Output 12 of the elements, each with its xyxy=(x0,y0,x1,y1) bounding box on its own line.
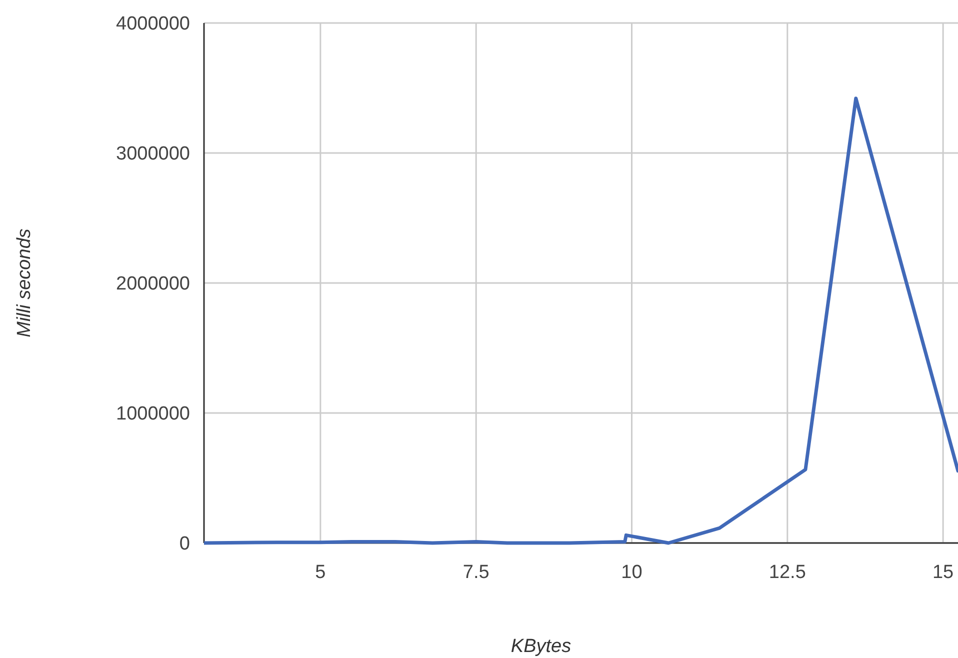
y-tick-label: 4000000 xyxy=(116,14,190,35)
x-tick-label: 10 xyxy=(621,562,642,583)
y-axis-title: Milli seconds xyxy=(14,228,35,338)
x-tick-label: 15 xyxy=(932,562,954,583)
y-tick-label: 2000000 xyxy=(116,274,190,295)
x-tick-label: 7.5 xyxy=(462,562,490,583)
y-tick-label: 1000000 xyxy=(116,404,190,425)
y-tick-label: 0 xyxy=(179,534,190,555)
y-tick-label: 3000000 xyxy=(116,144,190,165)
x-tick-label: 12.5 xyxy=(768,562,806,583)
x-tick-label: 5 xyxy=(315,562,326,583)
x-axis-title: KBytes xyxy=(510,636,572,657)
